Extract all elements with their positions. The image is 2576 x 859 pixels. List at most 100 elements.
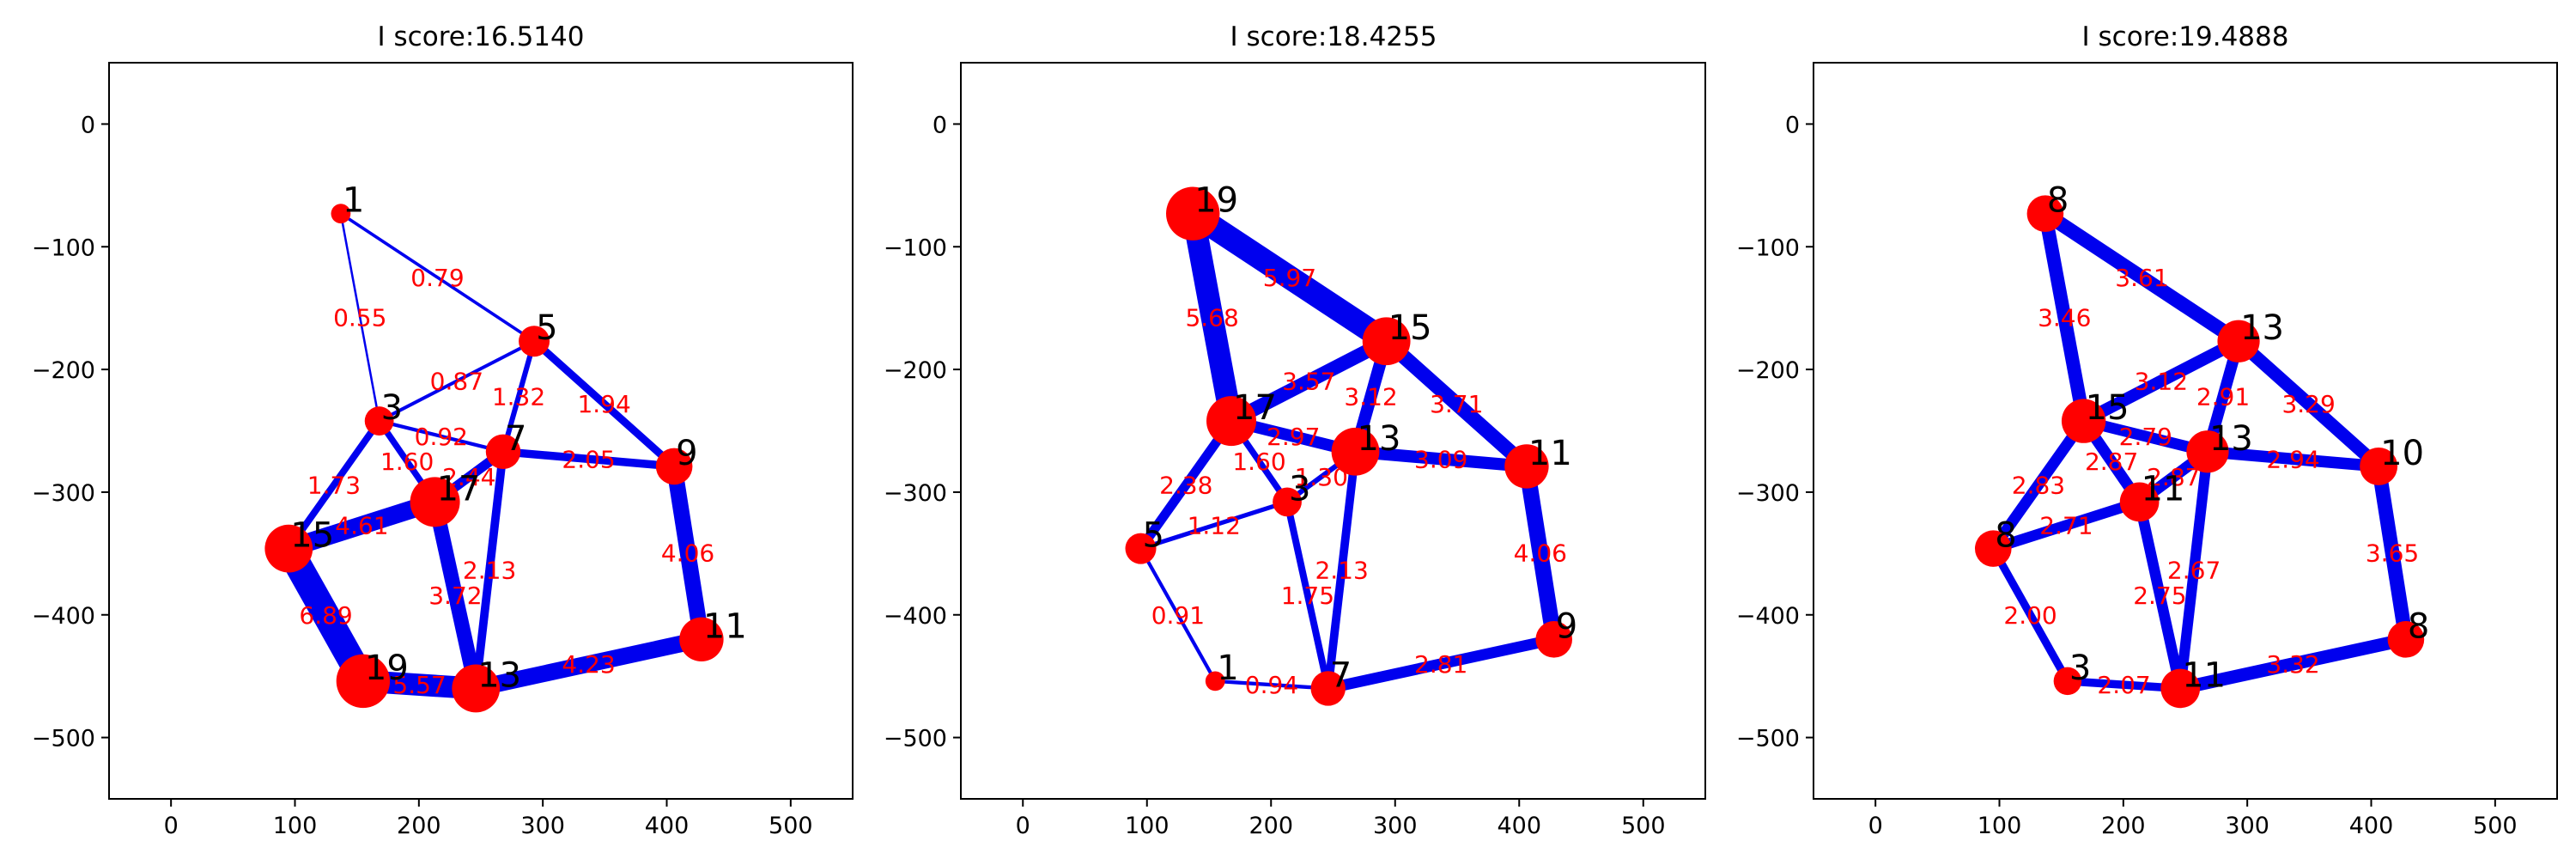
edge-13-11 xyxy=(474,631,703,697)
edge-weight-label: 3.61 xyxy=(2115,264,2168,292)
edge-11-8 xyxy=(1991,497,2142,554)
plot-frame xyxy=(1813,62,2558,800)
edge-13-10 xyxy=(2234,336,2384,472)
node-label: 7 xyxy=(1330,655,1352,695)
edge-weight-label: 4.06 xyxy=(661,539,714,568)
y-tick-label: −300 xyxy=(884,480,947,507)
y-tick-label: −400 xyxy=(884,603,947,630)
edge-17-15 xyxy=(1228,334,1390,428)
node-13 xyxy=(2217,320,2260,362)
node-label: 8 xyxy=(2047,181,2069,221)
node-label-layer: 8 13 15 13 10 11 8 8 3 11 xyxy=(1995,181,2429,696)
x-tick-label: 400 xyxy=(1497,813,1541,839)
edge-weight-label: 1.12 xyxy=(1188,511,1241,539)
node-label: 15 xyxy=(1388,308,1432,348)
y-tick-label: −300 xyxy=(32,480,95,507)
edge-weight-label: 3.12 xyxy=(1344,383,1397,411)
node-label: 15 xyxy=(290,516,334,556)
edge-weight-label: 1.60 xyxy=(1232,448,1285,476)
panel-title: I score:18.4255 xyxy=(1230,21,1437,52)
node-layer xyxy=(1974,195,2425,709)
y-tick-label: −300 xyxy=(1736,480,1800,507)
edge-7-13 xyxy=(471,451,507,690)
edge-weight-label: 2.83 xyxy=(2012,471,2065,499)
edge-weight-label: 2.07 xyxy=(2097,671,2150,699)
edge-weight-label: 3.32 xyxy=(2266,650,2319,679)
node-11 xyxy=(2119,482,2160,522)
node-label: 3 xyxy=(381,388,403,428)
node-label: 11 xyxy=(1528,434,1572,473)
node-label: 13 xyxy=(2240,308,2284,348)
edge-1-5 xyxy=(339,212,536,343)
edge-weight-label: 2.13 xyxy=(1315,557,1368,585)
edge-weight-label: 2.75 xyxy=(2133,582,2186,610)
y-tick-label: 0 xyxy=(81,112,95,138)
edge-3-15 xyxy=(286,418,382,551)
edge-weight-label: 3.57 xyxy=(1282,368,1335,396)
node-7 xyxy=(1310,671,1346,706)
panel-title: I score:19.4888 xyxy=(2082,21,2289,52)
edge-weight-label: 5.57 xyxy=(392,671,446,699)
node-label: 13 xyxy=(1358,419,1401,459)
edge-weight-label: 0.91 xyxy=(1151,601,1205,630)
x-tick-label: 0 xyxy=(1868,813,1883,839)
edge-13-11 xyxy=(2175,451,2214,690)
edge-weight-label: 0.94 xyxy=(1245,671,1298,699)
edge-1-3 xyxy=(339,213,380,422)
edge-11-9 xyxy=(1518,465,1562,641)
node-10 xyxy=(2360,447,2398,485)
node-label: 7 xyxy=(505,419,526,459)
edge-5-7 xyxy=(501,340,537,453)
edge-9-11 xyxy=(665,465,710,641)
y-tick-label: 0 xyxy=(1785,112,1800,138)
x-tick-label: 400 xyxy=(645,813,690,839)
node-label: 3 xyxy=(1289,469,1310,509)
node-label: 10 xyxy=(2380,434,2424,473)
y-tick-label: −200 xyxy=(1736,357,1800,384)
edge-5-1 xyxy=(1139,547,1218,682)
network-panel-3: I score:19.4888 3.61 3.46 3.12 2.91 3.29 2.79… xyxy=(1736,21,2558,839)
edge-weight-label: 2.81 xyxy=(1414,650,1467,679)
node-8 xyxy=(2387,621,2425,658)
edge-weight-label: 2.94 xyxy=(2266,445,2319,473)
node-label: 13 xyxy=(477,655,521,695)
y-tick-label: −100 xyxy=(884,235,947,261)
edge-7-9 xyxy=(1327,634,1556,694)
edge-weight-label: 2.79 xyxy=(2119,423,2172,451)
node-label: 13 xyxy=(2209,419,2253,459)
y-tick-label: −200 xyxy=(884,357,947,384)
axis-layer: 0 100 200 300 400 500 0 −100 −200 −300 −400 −500 xyxy=(884,112,1666,839)
node-label: 17 xyxy=(1233,388,1277,428)
edge-13-7 xyxy=(1323,451,1360,690)
panel-title: I score:16.5140 xyxy=(378,21,585,52)
edge-5-9 xyxy=(532,338,677,470)
node-3 xyxy=(2053,667,2082,696)
y-tick-label: −400 xyxy=(1736,603,1800,630)
edge-weight-label: 1.75 xyxy=(1281,582,1334,610)
edge-label-layer: 5.975.683.573.12 3.712.971.602.383.091.30… xyxy=(1151,264,1567,699)
edge-weight-label: 1.60 xyxy=(380,448,434,476)
node-label: 11 xyxy=(2142,469,2185,509)
edge-weight-label: 0.55 xyxy=(333,303,386,332)
edge-19-15 xyxy=(1186,204,1394,351)
edge-weight-label: 3.29 xyxy=(2281,390,2335,418)
node-15 xyxy=(264,524,313,573)
edge-weight-label: 2.05 xyxy=(562,445,615,473)
x-tick-label: 100 xyxy=(1125,813,1170,839)
edge-17-5 xyxy=(1137,417,1236,551)
node-label: 19 xyxy=(365,649,409,688)
node-1 xyxy=(331,204,351,224)
edge-weight-label: 6.89 xyxy=(299,601,352,630)
node-label: 1 xyxy=(1217,649,1238,688)
y-tick-label: −100 xyxy=(1736,235,1800,261)
node-19 xyxy=(1166,186,1220,241)
node-3 xyxy=(364,406,394,436)
edge-15-8 xyxy=(1988,417,2088,552)
node-11 xyxy=(679,617,724,662)
edge-weight-label: 2.71 xyxy=(2039,511,2093,539)
edge-weight-label: 2.87 xyxy=(2147,463,2200,491)
node-label: 11 xyxy=(2182,655,2226,695)
node-label: 1 xyxy=(343,181,364,221)
